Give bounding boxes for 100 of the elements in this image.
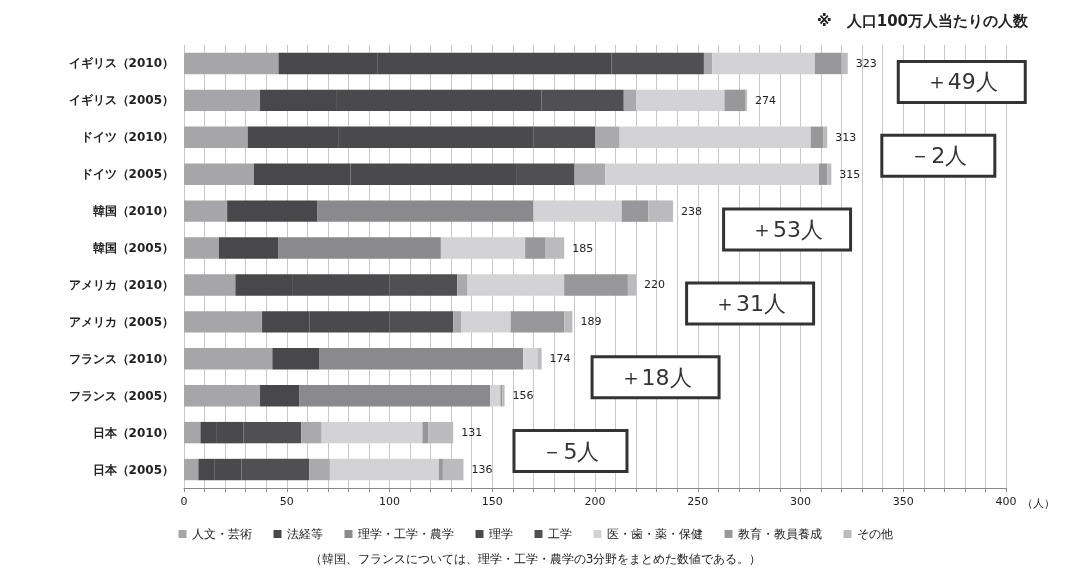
total-label: 131 <box>461 426 483 440</box>
bar <box>321 421 423 444</box>
bar <box>636 89 725 112</box>
y-tick-label: フランス（2005） <box>68 388 174 403</box>
bar <box>467 274 565 296</box>
total-label: 185 <box>572 241 594 255</box>
bar <box>461 311 511 333</box>
legend-label: 医・歯・薬・保健 <box>606 527 703 541</box>
legend-label: 法経等 <box>286 527 323 541</box>
bar <box>299 385 491 407</box>
bar <box>309 458 330 481</box>
bar <box>574 163 606 185</box>
annotation: ＋53人 <box>751 217 824 243</box>
total-label: 174 <box>549 352 571 366</box>
bar <box>490 385 501 407</box>
total-label: 189 <box>580 315 602 329</box>
bar <box>227 200 318 222</box>
bar <box>428 421 454 444</box>
y-tick-label: アメリカ（2010） <box>68 277 174 292</box>
legend-label: 理学 <box>488 527 513 541</box>
bar <box>438 458 443 481</box>
annotation: ＋18人 <box>619 364 692 390</box>
bar <box>648 200 674 222</box>
bar <box>278 237 441 259</box>
y-tick-label: イギリス（2010） <box>68 56 174 71</box>
annotation: ＋31人 <box>714 290 787 316</box>
bar <box>317 200 534 222</box>
annotation: －5人 <box>541 438 600 464</box>
total-label: 315 <box>839 167 861 181</box>
total-label: 156 <box>512 389 534 403</box>
bar <box>745 89 748 112</box>
bar <box>184 126 248 148</box>
bar <box>619 126 811 148</box>
bar <box>442 458 464 481</box>
bar <box>819 163 828 185</box>
bar <box>595 126 620 148</box>
text: （韓国、フランスについては、理学・工学・農学の3分野をまとめた数値である。） <box>309 552 762 566</box>
legend-label: 理学・工学・農学 <box>357 527 454 541</box>
total-label: 313 <box>835 130 857 144</box>
legend-label: その他 <box>856 527 893 541</box>
bar <box>453 311 462 333</box>
y-tick-label: ドイツ（2005） <box>80 167 174 182</box>
annotation: ＋49人 <box>925 69 998 95</box>
bar <box>184 52 279 75</box>
bar <box>627 274 637 296</box>
legend-label: 人文・芸術 <box>191 527 252 541</box>
bar <box>564 274 628 296</box>
bar <box>545 237 565 259</box>
bar <box>623 89 637 112</box>
bar <box>810 126 824 148</box>
y-tick-label: 韓国（2010） <box>92 204 174 219</box>
bar <box>184 237 219 259</box>
y-tick-label: 日本（2010） <box>92 425 174 440</box>
bar <box>184 274 236 296</box>
bar <box>272 348 320 370</box>
x-tick-label: 200 <box>584 495 606 508</box>
bar <box>329 458 439 481</box>
bar <box>184 348 273 370</box>
y-tick-label: フランス（2010） <box>68 351 174 366</box>
bar <box>184 89 261 112</box>
bar <box>218 237 279 259</box>
bar <box>703 52 713 75</box>
bar <box>724 89 746 112</box>
x-tick-label: 300 <box>790 495 811 508</box>
bar <box>712 52 815 75</box>
bar <box>184 385 261 407</box>
x-tick-label: 50 <box>279 495 294 508</box>
bar <box>184 311 263 333</box>
bar <box>184 200 228 222</box>
bar <box>621 200 649 222</box>
total-label: 274 <box>755 93 777 107</box>
bar <box>605 163 819 185</box>
bar <box>537 348 542 370</box>
bar <box>827 163 832 185</box>
bar <box>523 348 538 370</box>
x-tick-label: 350 <box>892 495 914 508</box>
y-tick-label: アメリカ（2005） <box>68 314 174 329</box>
bar <box>184 421 201 444</box>
bar <box>184 458 199 481</box>
legend-label: 工学 <box>547 527 572 541</box>
bar <box>533 200 622 222</box>
bar <box>422 421 429 444</box>
annotation: －2人 <box>909 143 968 169</box>
bar <box>814 52 842 75</box>
x-tick-label: 100 <box>379 495 400 508</box>
bar <box>525 237 546 259</box>
total-label: 323 <box>855 56 877 70</box>
bar <box>440 237 526 259</box>
y-tick-label: イギリス（2005） <box>68 93 174 108</box>
x-axis-title: （人） <box>1022 497 1056 510</box>
x-tick-label: 400 <box>995 495 1017 508</box>
bar <box>510 311 565 333</box>
bar <box>823 126 828 148</box>
bar <box>184 163 254 185</box>
bar <box>319 348 524 370</box>
legend-label: 教育・教員養成 <box>737 527 822 541</box>
chart-subtitle: ※ 人口100万人当たりの人数 <box>817 11 1029 30</box>
y-tick-label: 日本（2005） <box>92 462 174 477</box>
total-label: 238 <box>681 204 703 218</box>
bar <box>564 311 573 333</box>
